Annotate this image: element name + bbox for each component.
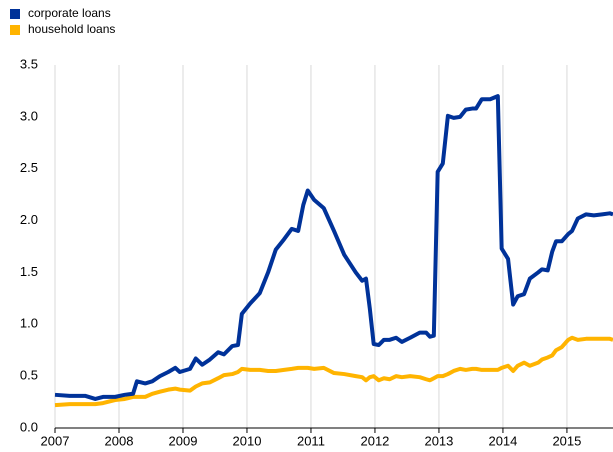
x-tick-label: 2014 [488,433,517,448]
y-tick-label: 1.0 [20,316,38,331]
x-tick-label: 2009 [169,433,198,448]
legend-label: household loans [28,22,115,36]
legend-label: corporate loans [28,6,111,20]
y-tick-label: 3.0 [20,108,38,123]
x-tick-label: 2008 [105,433,134,448]
series-line [54,335,613,408]
x-tick-label: 2013 [424,433,453,448]
y-tick-label: 1.5 [20,264,38,279]
x-tick-label: 2012 [360,433,389,448]
y-tick-label: 0.0 [20,419,38,434]
x-tick-label: 2011 [297,433,325,448]
y-tick-label: 0.5 [20,368,38,383]
x-tick-label: 2007 [41,433,70,448]
y-tick-label: 2.5 [20,160,38,175]
x-tick-label: 2010 [233,433,262,448]
series-line [54,94,613,401]
y-tick-label: 3.5 [20,56,38,71]
legend-swatch [10,25,20,35]
y-tick-label: 2.0 [20,212,38,227]
legend-swatch [10,9,20,19]
x-tick-label: 2015 [552,433,581,448]
